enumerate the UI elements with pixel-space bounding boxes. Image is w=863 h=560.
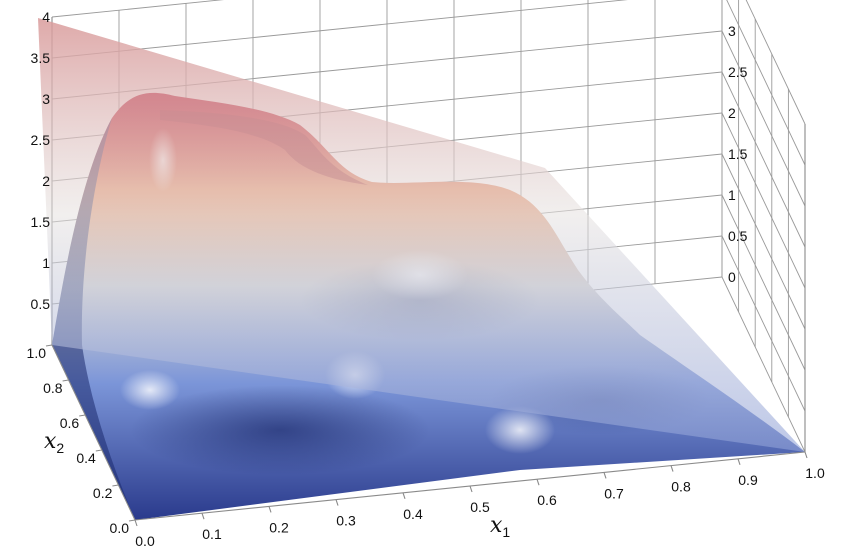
x1-tick-mark [670,465,674,472]
x1-tick-mark [335,499,339,506]
z-tick-label-right: 3 [728,23,736,39]
z-tick-label-left: 1.5 [31,214,51,230]
x1-tick-label: 0.5 [470,499,490,515]
x1-tick-mark [134,519,138,527]
z-tick-label-right: 1 [728,187,736,203]
z-tick-label-right: 2 [728,105,736,121]
x1-tick-label: 0.0 [135,533,155,549]
z-tick-label-left: 0.5 [31,296,51,312]
x1-tick-mark [469,485,473,493]
floor-edges [51,344,806,521]
back-wall-horizontal-gridline [51,0,224,18]
x1-tick-label: 0.7 [604,485,624,501]
z-tick-label-right: 1.5 [728,146,748,162]
x1-tick-label: 0.9 [738,472,758,488]
x1-tick-mark [536,479,540,486]
z-tick-label-left: 3.5 [31,50,51,66]
z-tick-label-left: 3 [42,91,50,107]
x1-tick-label: 0.2 [269,519,289,535]
x1-tick-label: 1.0 [805,465,825,481]
x2-tick-label: 0.4 [76,450,96,466]
side-wall-horizontal-gridline [721,71,806,248]
z-tick-label-right: 2.5 [728,64,748,80]
z-tick-label-left: 1 [42,255,50,271]
z-tick-label-left: 4 [42,9,50,25]
x1-tick-mark [402,492,406,499]
x1-tick-mark [737,458,741,465]
x2-tick-mark [62,379,69,382]
x1-tick-mark [804,451,808,459]
x2-tick-label: 1.0 [27,345,47,361]
x2-tick-label: 0.0 [110,520,130,536]
x2-tick-mark [128,519,136,522]
back-wall-horizontal-gridline [51,0,628,59]
x2-tick-label: 0.8 [43,380,63,396]
x1-tick-mark [603,472,607,479]
x2-tick-label: 0.6 [60,415,80,431]
x1-tick-label: 0.1 [202,526,222,542]
x2-tick-label: 0.2 [93,485,113,501]
z-tick-label-right: 0.5 [728,228,748,244]
side-wall-horizontal-gridline [721,276,806,453]
side-wall-horizontal-gridline [721,153,806,330]
side-wall-horizontal-gridline [721,30,806,207]
x2-tick-mark [45,344,53,347]
x1-axis-title: x1 [490,513,510,540]
x2-axis-title: x2 [44,429,64,456]
side-wall-horizontal-gridline [721,112,806,289]
x1-tick-mark [201,513,205,520]
x1-tick-label: 0.4 [403,506,423,522]
x1-tick-label: 0.3 [336,513,356,529]
x2-tick-mark [79,414,86,417]
z-tick-label-left: 2.5 [31,132,51,148]
side-wall-horizontal-gridline [745,0,806,125]
translucent-plane [38,18,805,452]
x1-tick-label: 0.6 [537,492,557,508]
x2-tick-mark [112,484,119,487]
x1-tick-mark [268,506,272,513]
x1-tick-label: 0.8 [671,479,691,495]
z-tick-label-left: 2 [42,173,50,189]
side-wall-horizontal-gridline [721,235,806,412]
side-wall-horizontal-gridline [726,0,806,166]
tick-labels: 0.0 0.1 0.2 0.3 0.4 0.5 0.6 0.7 0.8 0.9 1.0 0.0 0.2 0… [27,9,825,549]
x2-tick-mark [95,449,102,452]
z-tick-label-right: 0 [728,269,736,285]
side-wall-horizontal-gridline [721,194,806,371]
